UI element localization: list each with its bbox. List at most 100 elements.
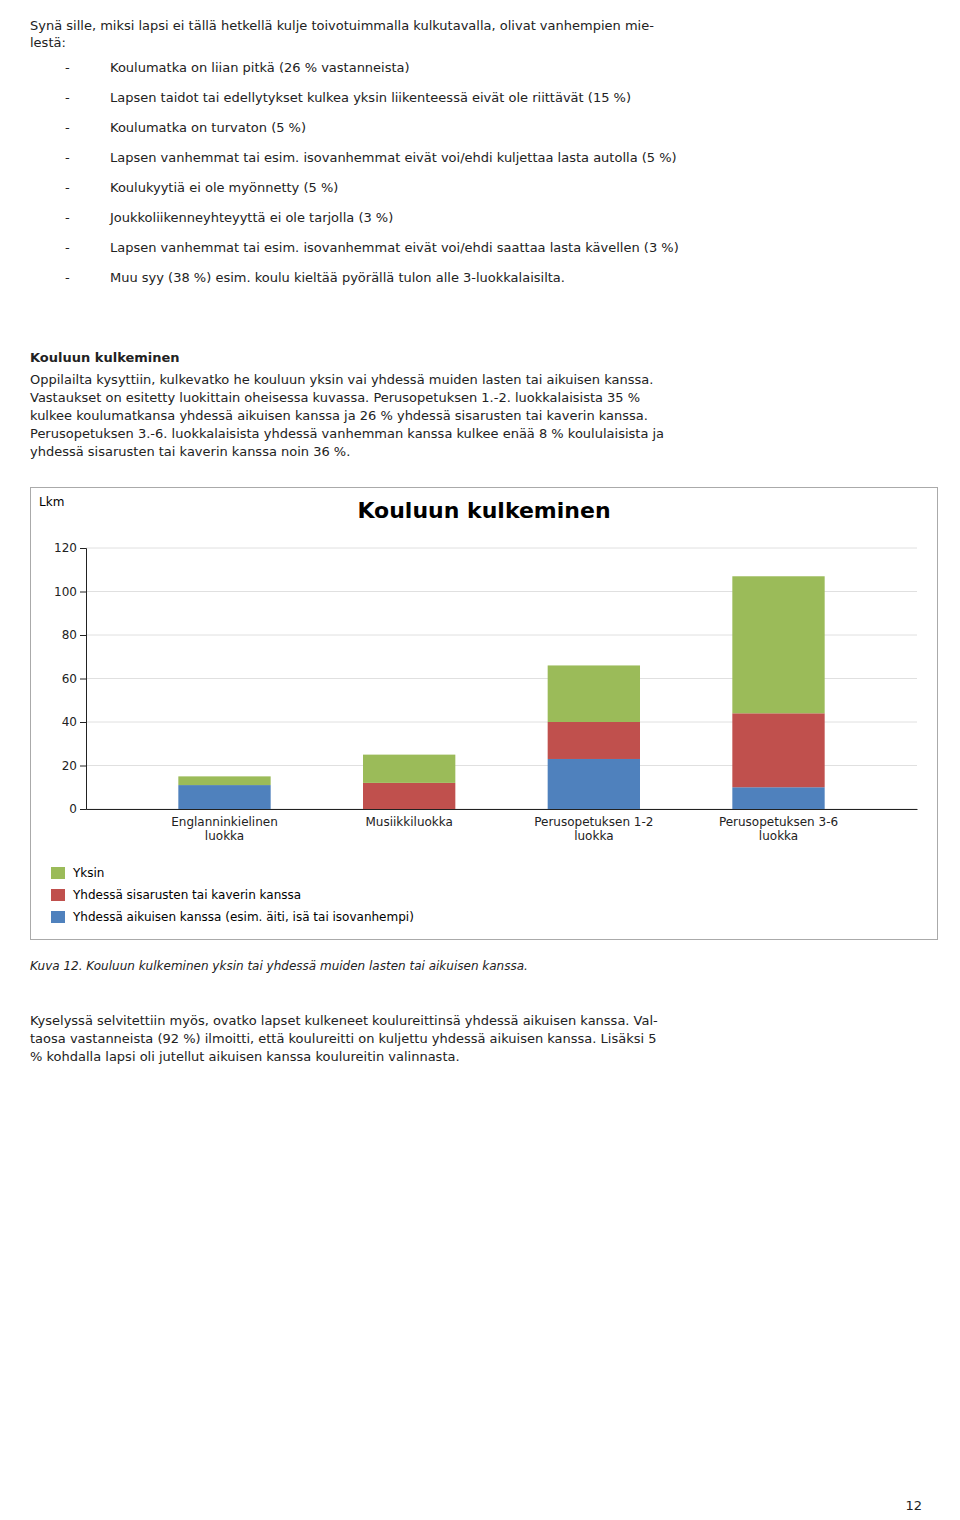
bar: [548, 722, 640, 759]
bullet-marker: -: [65, 240, 70, 256]
bar: [732, 787, 824, 809]
y-tick-mark: [80, 679, 86, 680]
x-tick: Englanninkielinenluokka: [171, 809, 278, 843]
y-tick-mark: [80, 766, 86, 767]
y-tick: 100: [54, 585, 86, 599]
y-tick: 40: [62, 715, 86, 729]
legend-item: Yhdessä sisarusten tai kaverin kanssa: [51, 888, 301, 902]
x-tick-label: Perusopetuksen 1-2luokka: [534, 815, 653, 843]
legend-label: Yksin: [72, 866, 104, 880]
x-tick-label-line: Musiikkiluokka: [365, 815, 452, 829]
bullet-text: Joukkoliikenneyhteyyttä ei ole tarjolla …: [110, 210, 393, 226]
bullet-text: Koulumatka on turvaton (5 %): [110, 120, 306, 136]
y-tick-label: 20: [62, 759, 77, 773]
chart: Kouluun kulkeminen Lkm 0 20 40 60 80 100 120 Engl…: [31, 488, 937, 939]
bullet-marker: -: [65, 180, 70, 196]
paragraph-line: Oppilailta kysyttiin, kulkevatko he koul…: [30, 372, 653, 388]
paragraph-line: kulkee koulumatkansa yhdessä aikuisen ka…: [30, 408, 648, 424]
x-tick: Perusopetuksen 3-6luokka: [719, 809, 838, 843]
legend-label: Yhdessä aikuisen kanssa (esim. äiti, isä…: [72, 910, 414, 924]
chart-title: Kouluun kulkeminen: [357, 498, 610, 523]
grid: [86, 548, 917, 809]
bar: [732, 713, 824, 787]
y-tick: 80: [62, 628, 86, 642]
legend-swatch: [51, 911, 65, 923]
bottom-line: Kyselyssä selvitettiin myös, ovatko laps…: [30, 1013, 658, 1029]
x-tick-label-line: luokka: [759, 829, 798, 843]
bullet-text: Lapsen taidot tai edellytykset kulkea yk…: [110, 90, 631, 106]
y-tick-label: 100: [54, 585, 77, 599]
plot: 020406080100120EnglanninkielinenluokkaMu…: [54, 541, 917, 843]
bullet-text: Muu syy (38 %) esim. koulu kieltää pyörä…: [110, 270, 565, 286]
paragraph-line: Perusopetuksen 3.-6. luokkalaisista yhde…: [30, 426, 664, 442]
bottom-line: % kohdalla lapsi oli jutellut aikuisen k…: [30, 1049, 460, 1065]
intro-line: lestä:: [30, 35, 66, 51]
x-tick-label-line: Perusopetuksen 1-2: [534, 815, 653, 829]
bullet-marker: -: [65, 90, 70, 106]
bullet-text: Koulukyytiä ei ole myönnetty (5 %): [110, 180, 338, 196]
bullet-marker: -: [65, 270, 70, 286]
bullet-text: Koulumatka on liian pitkä (26 % vastanne…: [110, 60, 410, 76]
legend-item: Yhdessä aikuisen kanssa (esim. äiti, isä…: [51, 910, 414, 924]
y-tick-mark: [80, 722, 86, 723]
chart-box: Kouluun kulkeminen Lkm 0 20 40 60 80 100 120 Engl…: [30, 487, 938, 940]
y-tick-label: 40: [62, 715, 77, 729]
page-number: 12: [905, 1498, 922, 1514]
y-tick-label: 60: [62, 672, 77, 686]
x-tick-label-line: Perusopetuksen 3-6: [719, 815, 838, 829]
x-axis: EnglanninkielinenluokkaMusiikkiluokkaPer…: [87, 809, 918, 843]
series: [363, 713, 825, 809]
bar: [178, 785, 270, 809]
x-tick: Musiikkiluokka: [365, 809, 452, 829]
bar: [363, 755, 455, 783]
bar: [178, 776, 270, 785]
y-tick-label: 80: [62, 628, 77, 642]
y-tick-mark: [80, 635, 86, 636]
bullet-text: Lapsen vanhemmat tai esim. isovanhemmat …: [110, 240, 679, 256]
legend: Yksin Yhdessä sisarusten tai kaverin kans…: [51, 866, 414, 924]
y-axis-line: [80, 549, 87, 810]
x-tick-label-line: luokka: [205, 829, 244, 843]
y-tick-mark: [80, 592, 86, 593]
section-heading: Kouluun kulkeminen: [30, 350, 180, 366]
x-tick-label-line: Englanninkielinen: [171, 815, 278, 829]
y-tick: 0: [69, 802, 86, 816]
bar: [363, 783, 455, 809]
y-tick: 120: [54, 541, 86, 555]
bullet-marker: -: [65, 60, 70, 76]
y-tick-label: 120: [54, 541, 77, 555]
x-axis-line: [87, 809, 918, 810]
y-tick: 20: [62, 759, 86, 773]
legend-label: Yhdessä sisarusten tai kaverin kanssa: [72, 888, 301, 902]
bullet-marker: -: [65, 210, 70, 226]
x-tick-label: Perusopetuksen 3-6luokka: [719, 815, 838, 843]
legend-item: Yksin: [51, 866, 104, 880]
bullet-marker: -: [65, 150, 70, 166]
bottom-line: taosa vastanneista (92 %) ilmoitti, että…: [30, 1031, 656, 1047]
x-tick-label: Musiikkiluokka: [365, 815, 452, 829]
x-tick-label: Englanninkielinenluokka: [171, 815, 278, 843]
paragraph-line: yhdessä sisarusten tai kaverin kanssa no…: [30, 444, 350, 460]
bullet-marker: -: [65, 120, 70, 136]
bars: [178, 576, 824, 809]
series: [178, 576, 824, 785]
y-axis-title: Lkm: [39, 495, 64, 509]
intro-line: Synä sille, miksi lapsi ei tällä hetkell…: [30, 18, 654, 34]
bar: [732, 576, 824, 713]
bar: [548, 759, 640, 809]
x-tick-label-line: luokka: [574, 829, 613, 843]
series: [178, 759, 824, 809]
y-tick-label: 0: [69, 802, 77, 816]
paragraph-line: Vastaukset on esitetty luokittain oheise…: [30, 390, 640, 406]
y-tick-mark: [80, 548, 86, 549]
grid-line: [86, 548, 917, 549]
y-tick: 60: [62, 672, 86, 686]
legend-swatch: [51, 889, 65, 901]
y-axis: 0 20 40 60 80 100 120: [54, 541, 86, 816]
caption: Kuva 12. Kouluun kulkeminen yksin tai yh…: [30, 958, 528, 974]
x-tick: Perusopetuksen 1-2luokka: [534, 809, 653, 843]
bar: [548, 665, 640, 722]
bullet-text: Lapsen vanhemmat tai esim. isovanhemmat …: [110, 150, 677, 166]
y-tick-mark: [80, 809, 86, 810]
legend-swatch: [51, 867, 65, 879]
